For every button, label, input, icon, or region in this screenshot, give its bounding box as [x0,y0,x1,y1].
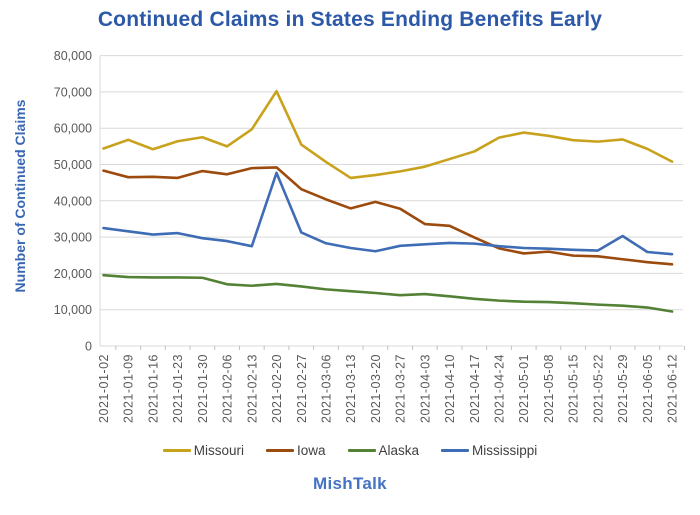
y-tick-label: 20,000 [54,267,92,281]
legend-item-missouri: Missouri [162,443,244,458]
legend-item-mississippi: Mississippi [441,443,537,458]
x-tick-label: 2021-03-27 [394,354,408,423]
y-tick-label: 40,000 [54,194,92,208]
x-tick-label: 2021-02-13 [245,354,259,423]
y-tick-label: 80,000 [54,49,92,63]
x-tick-label: 2021-02-06 [221,354,235,423]
y-tick-label: 60,000 [54,122,92,136]
legend-swatch [162,449,191,452]
legend: Missouri Iowa Alaska Mississippi [0,443,700,458]
footer-brand: MishTalk [313,474,387,493]
x-tick-label: 2021-04-17 [468,354,482,423]
legend-swatch [265,449,294,452]
y-tick-label: 50,000 [54,158,92,172]
x-tick-label: 2021-01-30 [196,354,210,423]
x-tick-label: 2021-01-09 [122,354,136,423]
series-line-alaska [102,273,674,313]
series-line-iowa [102,166,674,266]
x-tick-label: 2021-03-20 [369,354,383,423]
x-tick-label: 2021-05-29 [616,354,630,423]
series-line-missouri [102,89,674,180]
legend-label: Missouri [193,443,244,458]
legend-label: Iowa [296,443,326,458]
x-tick-label: 2021-02-27 [295,354,309,423]
legend-swatch [347,449,376,452]
legend-item-iowa: Iowa [265,443,326,458]
x-tick-label: 2021-02-20 [270,354,284,423]
x-tick-label: 2021-03-06 [319,354,333,423]
x-tick-label: 2021-04-03 [418,354,432,423]
y-tick-label: 70,000 [54,85,92,99]
x-tick-label: 2021-06-12 [666,354,680,423]
x-tick-label: 2021-01-02 [97,354,111,423]
y-tick-label: 30,000 [54,231,92,245]
x-tick-label: 2021-03-13 [344,354,358,423]
y-tick-label: 0 [85,340,92,354]
x-tick-label: 2021-01-16 [146,354,160,423]
x-tick-label: 2021-05-08 [542,354,556,423]
chart-canvas: 0 10,000 20,000 30,000 40,000 50,000 60,000 70,… [54,49,685,423]
chart-title: Continued Claims in States Ending Benefi… [97,8,603,31]
x-tick-label: 2021-05-01 [517,354,531,423]
legend-swatch [441,449,470,452]
x-tick-label: 2021-01-23 [171,354,185,423]
series-line-mississippi [102,171,674,256]
y-tick-label: 10,000 [54,303,92,317]
legend-label: Alaska [378,443,420,458]
x-tick-label: 2021-04-10 [443,354,457,423]
x-tick-label: 2021-04-24 [493,354,507,423]
x-tick-label: 2021-05-22 [591,354,605,423]
legend-item-alaska: Alaska [347,443,420,458]
legend-label: Mississippi [472,443,538,458]
x-tick-label: 2021-06-05 [641,354,655,423]
x-tick-label: 2021-05-15 [567,354,581,423]
